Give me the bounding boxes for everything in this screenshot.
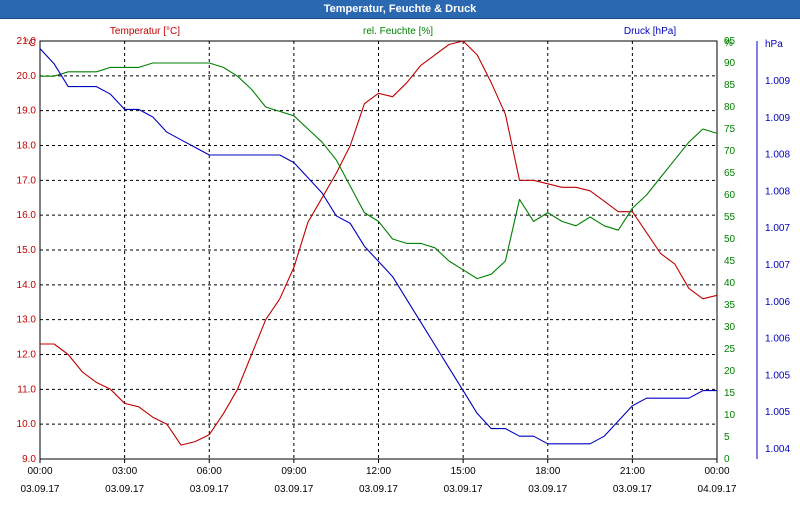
- pressure-tick-label: 1.005: [765, 370, 790, 381]
- humidity-tick-label: 0: [724, 454, 730, 465]
- x-tick-date: 03.09.17: [359, 484, 398, 495]
- humidity-series-line: [40, 62, 718, 280]
- temperature-tick-label: 15.0: [17, 245, 37, 256]
- x-tick-time: 21:00: [620, 466, 645, 477]
- humidity-tick-label: 90: [724, 58, 736, 69]
- x-tick-date: 03.09.17: [105, 484, 144, 495]
- x-tick-time: 03:00: [112, 466, 137, 477]
- humidity-tick-label: 25: [724, 344, 736, 355]
- temperature-tick-label: 12.0: [17, 350, 37, 361]
- temperature-tick-label: 19.0: [17, 106, 37, 117]
- humidity-tick-label: 55: [724, 212, 736, 223]
- x-tick-time: 15:00: [451, 466, 476, 477]
- window-title: Temperatur, Feuchte & Druck: [0, 0, 800, 19]
- pressure-tick-label: 1.006: [765, 334, 790, 345]
- temperature-tick-label: 11.0: [17, 384, 36, 395]
- x-tick-date: 04.09.17: [698, 484, 737, 495]
- humidity-tick-label: 85: [724, 80, 736, 91]
- temperature-tick-label: 14.0: [17, 280, 37, 291]
- x-tick-date: 03.09.17: [528, 484, 567, 495]
- pressure-tick-label: 1.007: [765, 260, 790, 271]
- humidity-tick-label: 50: [724, 234, 736, 245]
- temperature-tick-label: 17.0: [17, 175, 37, 186]
- humidity-tick-label: 10: [724, 410, 736, 421]
- temperature-tick-label: 20.0: [17, 71, 37, 82]
- humidity-tick-label: 80: [724, 102, 736, 113]
- temperature-tick-label: 21.0: [17, 36, 37, 47]
- humidity-tick-label: 45: [724, 256, 736, 267]
- pressure-axis-label: Druck [hPa]: [624, 26, 676, 37]
- temperature-tick-label: 18.0: [17, 141, 37, 152]
- pressure-tick-label: 1.006: [765, 297, 790, 308]
- humidity-tick-label: 65: [724, 168, 736, 179]
- humidity-tick-label: 70: [724, 146, 736, 157]
- temperature-tick-label: 13.0: [17, 315, 37, 326]
- temperature-tick-label: 9.0: [22, 454, 36, 465]
- humidity-tick-label: 35: [724, 300, 736, 311]
- x-tick-time: 00:00: [704, 466, 729, 477]
- chart-area: 9.0 10.0 11.0 12.0 13.0 14.0 15.0 16.0 17.0 18.0 1…: [0, 19, 800, 500]
- pressure-tick-label: 1.009: [765, 76, 790, 87]
- pressure-tick-label: 1.008: [765, 150, 790, 161]
- x-tick-time: 12:00: [366, 466, 391, 477]
- chart-svg: 9.0 10.0 11.0 12.0 13.0 14.0 15.0 16.0 17.0 18.0 1…: [17, 26, 791, 495]
- temperature-unit: °C: [25, 38, 36, 49]
- temperature-axis-label: Temperatur [°C]: [110, 26, 180, 37]
- humidity-tick-label: 60: [724, 190, 736, 201]
- humidity-tick-label: 15: [724, 388, 736, 399]
- pressure-tick-label: 1.008: [765, 186, 790, 197]
- x-tick-time: 06:00: [197, 466, 222, 477]
- x-tick-date: 03.09.17: [613, 484, 652, 495]
- humidity-tick-label: 5: [724, 432, 730, 443]
- temperature-series-line: [40, 40, 718, 446]
- humidity-axis-label: rel. Feuchte [%]: [363, 26, 433, 37]
- temperature-tick-label: 16.0: [17, 210, 37, 221]
- humidity-tick-label: 75: [724, 124, 736, 135]
- humidity-tick-label: 40: [724, 278, 736, 289]
- pressure-tick-label: 1.004: [765, 444, 790, 455]
- humidity-unit: %: [724, 38, 733, 49]
- pressure-tick-label: 1.009: [765, 113, 790, 124]
- pressure-tick-label: 1.005: [765, 407, 790, 418]
- x-tick-date: 03.09.17: [444, 484, 483, 495]
- x-tick-time: 00:00: [27, 466, 52, 477]
- x-tick-date: 03.09.17: [274, 484, 313, 495]
- x-tick-time: 18:00: [535, 466, 560, 477]
- pressure-tick-label: 1.007: [765, 223, 790, 234]
- pressure-series-line: [39, 48, 717, 445]
- humidity-tick-label: 20: [724, 366, 736, 377]
- humidity-tick-label: 30: [724, 322, 736, 333]
- x-tick-time: 09:00: [281, 466, 306, 477]
- pressure-unit: hPa: [765, 39, 783, 50]
- temperature-tick-label: 10.0: [17, 419, 37, 430]
- x-tick-date: 03.09.17: [190, 484, 229, 495]
- x-tick-date: 03.09.17: [21, 484, 60, 495]
- humidity-tick-label: 95: [724, 36, 736, 47]
